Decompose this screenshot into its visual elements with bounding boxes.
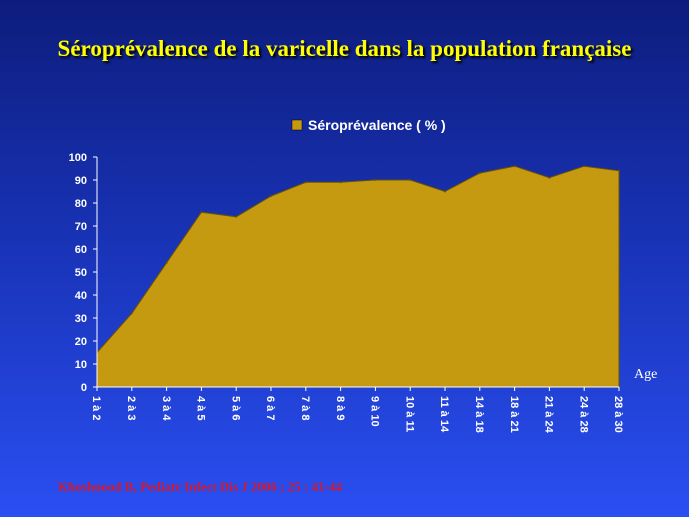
source-citation: Khoshnood B, Pediatr Infect Dis J 2006 ;… [58, 479, 342, 494]
y-tick-label: 50 [75, 267, 87, 279]
data-point-15 [618, 169, 620, 172]
x-tick-label: 21 à 24 [543, 396, 555, 434]
y-tick-label: 40 [75, 290, 87, 302]
x-tick-label: 8 à 9 [334, 396, 346, 420]
y-axis-ticks: 0 10 20 30 40 50 60 70 80 90 100 [69, 152, 97, 394]
data-point-13 [548, 176, 551, 179]
x-tick-label: 18 à 21 [508, 396, 520, 433]
y-tick-label: 30 [75, 313, 87, 325]
data-point-3 [200, 211, 203, 214]
data-point-12 [513, 165, 516, 168]
data-point-10 [444, 190, 446, 193]
data-point-11 [478, 172, 481, 175]
x-tick-label: 9 à 10 [369, 396, 381, 427]
chart-legend: Séroprévalence ( % ) [291, 117, 446, 133]
x-tick-label: 2 à 3 [125, 396, 137, 420]
x-tick-label: 14 à 18 [473, 396, 485, 433]
seroprevalence-area [96, 165, 620, 388]
x-tick-label: 4 à 5 [195, 396, 207, 420]
x-tick-label: 28 à 30 [612, 396, 624, 433]
slide-title: Séroprévalence de la varicelle dans la p… [57, 36, 632, 61]
x-tick-label: 1 à 2 [90, 396, 102, 420]
legend-label: Séroprévalence ( % ) [308, 117, 446, 133]
y-tick-label: 90 [75, 175, 87, 187]
data-point-4 [235, 215, 238, 218]
x-tick-label: 24 à 28 [577, 396, 589, 433]
data-point-8 [374, 179, 377, 181]
x-tick-label: 7 à 8 [299, 396, 311, 420]
data-point-6 [304, 181, 307, 184]
y-tick-label: 60 [75, 244, 87, 256]
data-point-7 [339, 181, 342, 184]
y-tick-label: 100 [69, 152, 87, 164]
y-tick-label: 0 [81, 382, 87, 394]
x-tick-label: 10 à 11 [403, 396, 415, 432]
data-point-9 [409, 179, 412, 181]
x-tick-label: 6 à 7 [264, 396, 276, 420]
data-point-2 [165, 261, 168, 264]
x-axis-unit-label: Age [634, 367, 658, 382]
x-tick-label: 5 à 6 [229, 396, 241, 420]
x-axis-ticks: 1 à 2 2 à 3 3 à 4 4 à 5 5 à 6 6 à 7 7 à 8 8 à 9… [90, 387, 624, 434]
y-tick-label: 10 [75, 359, 87, 371]
legend-swatch [291, 119, 303, 131]
data-points [96, 165, 620, 354]
data-point-5 [270, 195, 272, 198]
x-tick-label: 11 à 14 [438, 396, 450, 433]
y-tick-label: 80 [75, 198, 87, 210]
y-tick-label: 20 [75, 336, 87, 348]
data-point-14 [583, 165, 586, 168]
data-point-1 [130, 312, 133, 315]
x-tick-label: 3 à 4 [160, 396, 172, 421]
y-tick-label: 70 [75, 221, 87, 233]
